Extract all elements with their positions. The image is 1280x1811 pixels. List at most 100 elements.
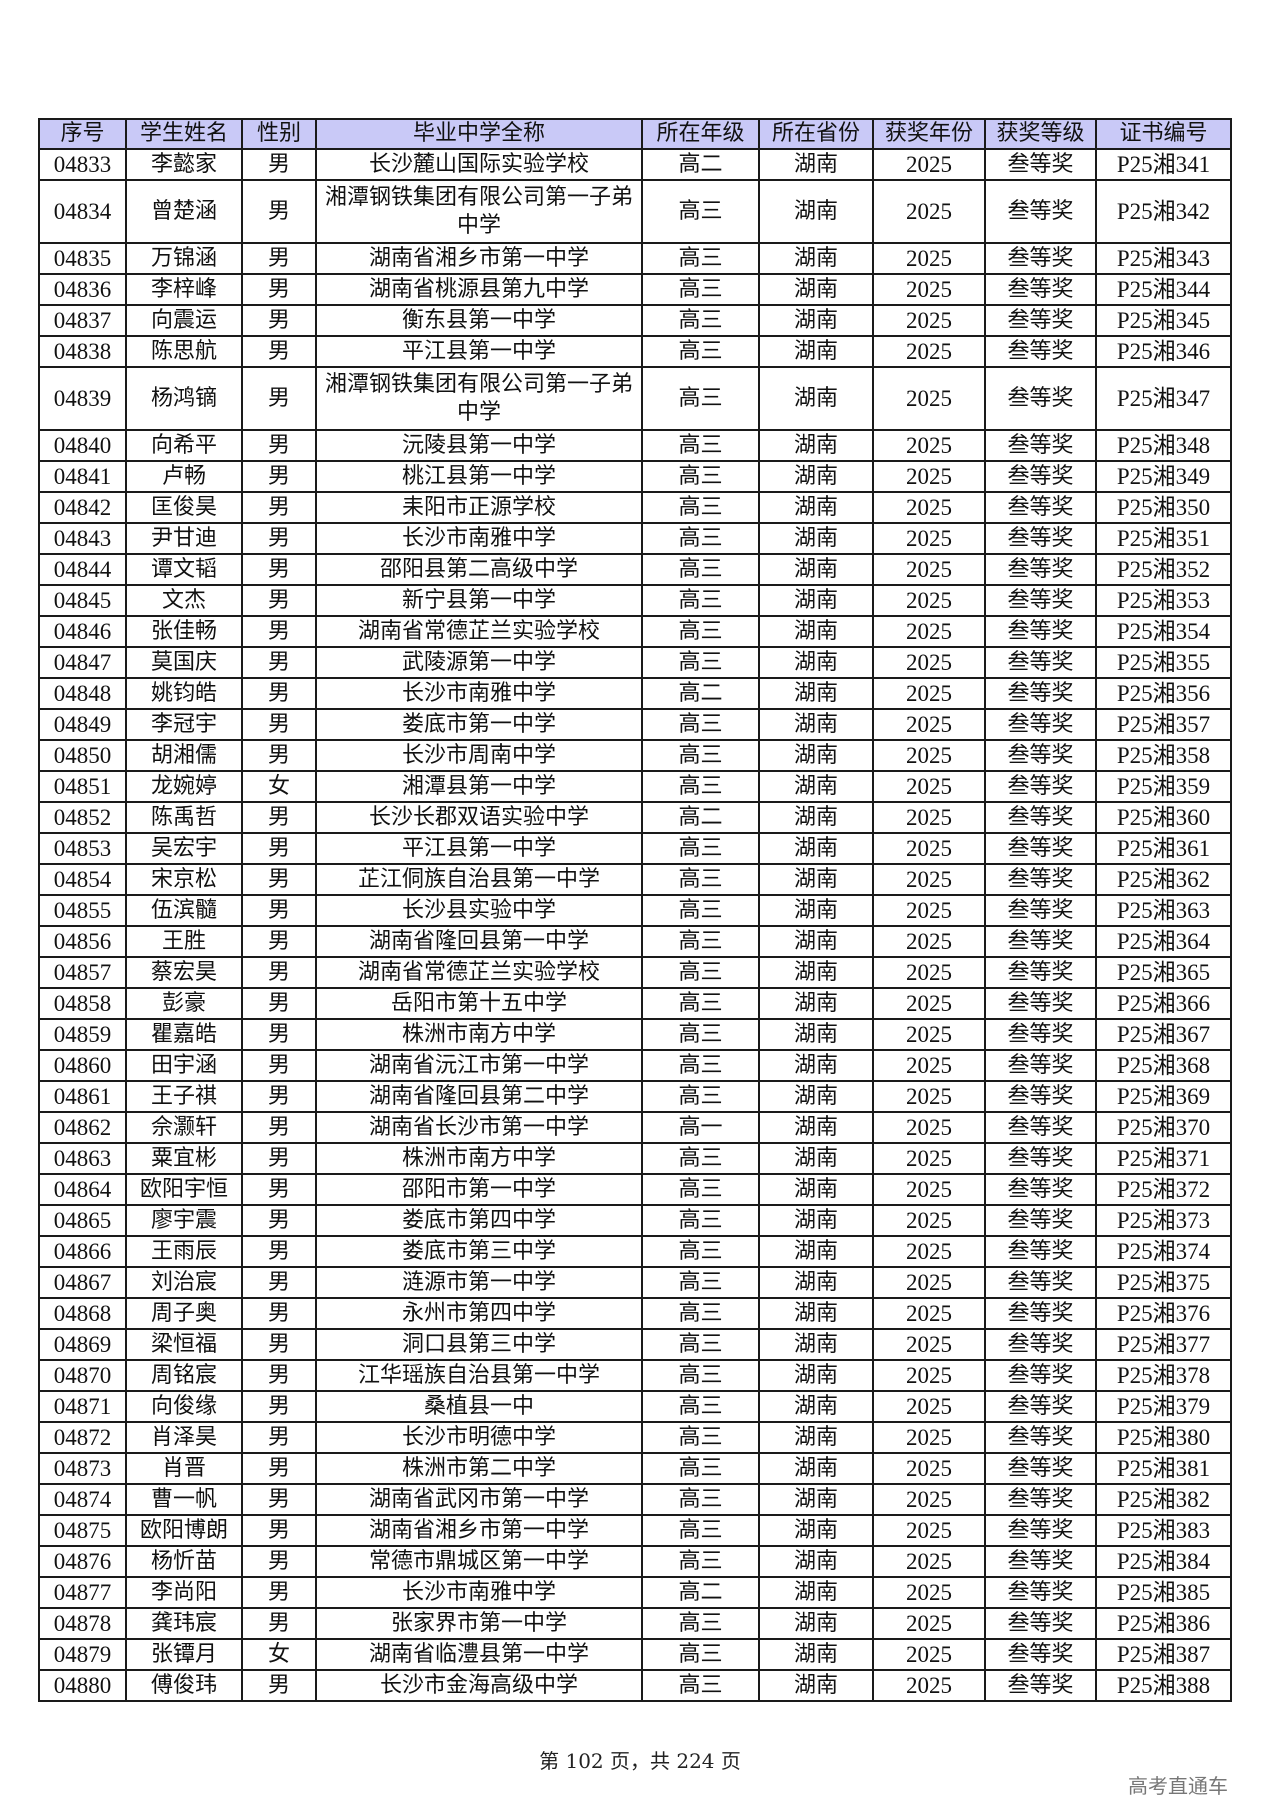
- cell-certificate-no: P25湘344: [1095, 273, 1232, 306]
- cell-student-name: 向俊缘: [125, 1390, 243, 1423]
- cell-grade: 高二: [641, 1576, 760, 1609]
- cell-gender: 男: [241, 1545, 317, 1578]
- cell-award-level: 叁等奖: [984, 863, 1097, 896]
- cell-award-year: 2025: [872, 1514, 986, 1547]
- table-row: 04875 欧阳博朗男湖南省湘乡市第一中学 高三 湖南 2025 叁等奖 P25湘383: [38, 1514, 1232, 1547]
- cell-award-year: 2025: [872, 894, 986, 927]
- cell-province: 湖南: [758, 335, 874, 368]
- cell-certificate-no: P25湘372: [1095, 1173, 1232, 1206]
- cell-certificate-no: P25湘363: [1095, 894, 1232, 927]
- cell-serial: 04843: [38, 522, 127, 555]
- cell-grade: 高三: [641, 553, 760, 586]
- cell-serial: 04876: [38, 1545, 127, 1578]
- cell-award-year: 2025: [872, 1204, 986, 1237]
- cell-student-name: 梁恒福: [125, 1328, 243, 1361]
- table-row: 04838 陈思航男平江县第一中学 高三 湖南 2025 叁等奖 P25湘346: [38, 335, 1232, 368]
- cell-student-name: 文杰: [125, 584, 243, 617]
- table-row: 04879 张镡月女湖南省临澧县第一中学 高三 湖南 2025 叁等奖 P25湘387: [38, 1638, 1232, 1671]
- cell-school: 湘潭钢铁集团有限公司第一子弟中学: [315, 366, 643, 431]
- cell-student-name: 姚钧皓: [125, 677, 243, 710]
- cell-award-level: 叁等奖: [984, 925, 1097, 958]
- cell-school: 常德市鼎城区第一中学: [315, 1545, 643, 1578]
- cell-school: 桃江县第一中学: [315, 460, 643, 493]
- table-row: 04866 王雨辰男娄底市第三中学 高三 湖南 2025 叁等奖 P25湘374: [38, 1235, 1232, 1268]
- cell-grade: 高三: [641, 646, 760, 679]
- cell-award-year: 2025: [872, 1545, 986, 1578]
- cell-serial: 04857: [38, 956, 127, 989]
- brand-watermark: 高考直通车: [1128, 1774, 1228, 1798]
- cell-student-name: 莫国庆: [125, 646, 243, 679]
- cell-student-name: 胡湘儒: [125, 739, 243, 772]
- cell-school: 株洲市第二中学: [315, 1452, 643, 1485]
- cell-grade: 高三: [641, 1235, 760, 1268]
- cell-gender: 男: [241, 1576, 317, 1609]
- cell-grade: 高三: [641, 1452, 760, 1485]
- cell-award-level: 叁等奖: [984, 242, 1097, 275]
- cell-award-year: 2025: [872, 1142, 986, 1175]
- cell-grade: 高三: [641, 1018, 760, 1051]
- cell-student-name: 陈禹哲: [125, 801, 243, 834]
- table-row: 04865 廖宇震男娄底市第四中学 高三 湖南 2025 叁等奖 P25湘373: [38, 1204, 1232, 1237]
- cell-serial: 04849: [38, 708, 127, 741]
- cell-province: 湖南: [758, 987, 874, 1020]
- cell-grade: 高三: [641, 1328, 760, 1361]
- cell-award-level: 叁等奖: [984, 1390, 1097, 1423]
- cell-student-name: 张佳畅: [125, 615, 243, 648]
- table-row: 04859 瞿嘉皓男株洲市南方中学 高三 湖南 2025 叁等奖 P25湘367: [38, 1018, 1232, 1051]
- cell-gender: 女: [241, 1638, 317, 1671]
- cell-gender: 男: [241, 1359, 317, 1392]
- column-header-certificate-no: 证书编号: [1095, 118, 1232, 150]
- cell-student-name: 王子祺: [125, 1080, 243, 1113]
- cell-certificate-no: P25湘375: [1095, 1266, 1232, 1299]
- cell-province: 湖南: [758, 491, 874, 524]
- cell-award-year: 2025: [872, 1638, 986, 1671]
- cell-award-level: 叁等奖: [984, 739, 1097, 772]
- cell-serial: 04841: [38, 460, 127, 493]
- cell-award-level: 叁等奖: [984, 956, 1097, 989]
- cell-award-level: 叁等奖: [984, 335, 1097, 368]
- cell-student-name: 陈思航: [125, 335, 243, 368]
- cell-gender: 男: [241, 273, 317, 306]
- cell-award-year: 2025: [872, 677, 986, 710]
- cell-school: 长沙市南雅中学: [315, 1576, 643, 1609]
- cell-student-name: 匡俊昊: [125, 491, 243, 524]
- cell-award-year: 2025: [872, 801, 986, 834]
- cell-student-name: 万锦涵: [125, 242, 243, 275]
- cell-gender: 男: [241, 1483, 317, 1516]
- cell-award-level: 叁等奖: [984, 1266, 1097, 1299]
- cell-student-name: 曾楚涵: [125, 179, 243, 244]
- cell-serial: 04865: [38, 1204, 127, 1237]
- cell-gender: 男: [241, 366, 317, 431]
- cell-gender: 男: [241, 335, 317, 368]
- cell-award-year: 2025: [872, 1328, 986, 1361]
- cell-student-name: 肖泽昊: [125, 1421, 243, 1454]
- table-row: 04842 匡俊昊男耒阳市正源学校 高三 湖南 2025 叁等奖 P25湘350: [38, 491, 1232, 524]
- cell-school: 株洲市南方中学: [315, 1142, 643, 1175]
- table-row: 04861 王子祺男湖南省隆回县第二中学 高三 湖南 2025 叁等奖 P25湘369: [38, 1080, 1232, 1113]
- cell-province: 湖南: [758, 1576, 874, 1609]
- cell-gender: 男: [241, 1018, 317, 1051]
- cell-student-name: 彭豪: [125, 987, 243, 1020]
- cell-award-year: 2025: [872, 1297, 986, 1330]
- cell-grade: 高三: [641, 1607, 760, 1640]
- cell-grade: 高三: [641, 584, 760, 617]
- cell-award-level: 叁等奖: [984, 770, 1097, 803]
- table-row: 04867 刘治宸男涟源市第一中学 高三 湖南 2025 叁等奖 P25湘375: [38, 1266, 1232, 1299]
- cell-gender: 男: [241, 987, 317, 1020]
- table-row: 04878 龚玮宸男张家界市第一中学 高三 湖南 2025 叁等奖 P25湘386: [38, 1607, 1232, 1640]
- cell-province: 湖南: [758, 1266, 874, 1299]
- table-row: 04876 杨忻苗男常德市鼎城区第一中学 高三 湖南 2025 叁等奖 P25湘384: [38, 1545, 1232, 1578]
- cell-award-year: 2025: [872, 242, 986, 275]
- table-row: 04870 周铭宸男江华瑶族自治县第一中学 高三 湖南 2025 叁等奖 P25湘378: [38, 1359, 1232, 1392]
- cell-province: 湖南: [758, 1142, 874, 1175]
- cell-student-name: 吴宏宇: [125, 832, 243, 865]
- cell-student-name: 向希平: [125, 429, 243, 462]
- cell-grade: 高三: [641, 1080, 760, 1113]
- cell-award-level: 叁等奖: [984, 179, 1097, 244]
- cell-award-level: 叁等奖: [984, 1514, 1097, 1547]
- cell-serial: 04850: [38, 739, 127, 772]
- cell-gender: 男: [241, 1111, 317, 1144]
- cell-award-level: 叁等奖: [984, 148, 1097, 181]
- cell-certificate-no: P25湘353: [1095, 584, 1232, 617]
- cell-school: 娄底市第四中学: [315, 1204, 643, 1237]
